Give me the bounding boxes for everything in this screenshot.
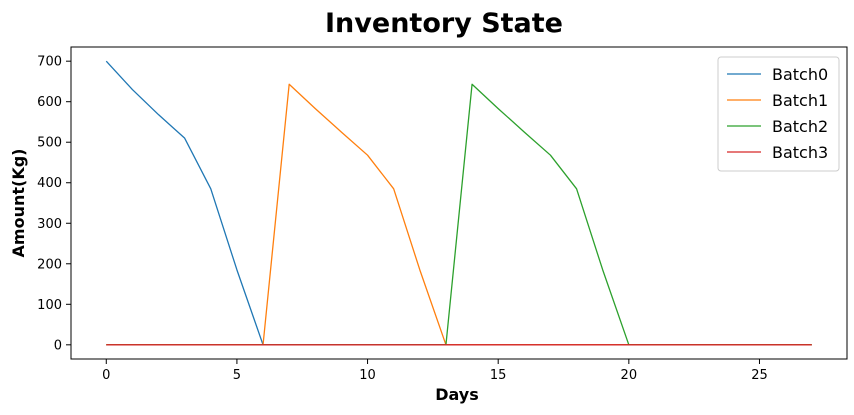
x-tick-label: 25 bbox=[751, 368, 768, 383]
x-tick-label: 20 bbox=[621, 368, 638, 383]
plot-frame bbox=[70, 46, 848, 360]
legend-label: Batch3 bbox=[772, 143, 828, 162]
series-lines bbox=[105, 60, 812, 346]
y-tick-label: 500 bbox=[37, 136, 62, 151]
legend-label: Batch2 bbox=[772, 117, 828, 136]
x-tick-label: 10 bbox=[359, 368, 376, 383]
legend: Batch0 Batch1 Batch2 Batch3 bbox=[717, 56, 840, 172]
y-axis-label: Amount(Kg) bbox=[9, 149, 28, 258]
x-axis-ticks: 0 5 10 15 20 25 bbox=[102, 359, 768, 383]
x-tick-label: 15 bbox=[490, 368, 507, 383]
x-tick-label: 5 bbox=[233, 368, 241, 383]
y-tick-label: 600 bbox=[37, 95, 62, 110]
series-line-batch2 bbox=[106, 83, 812, 346]
y-tick-label: 200 bbox=[37, 257, 62, 272]
chart-title: Inventory State bbox=[325, 8, 563, 39]
y-tick-label: 100 bbox=[37, 298, 62, 313]
legend-label: Batch1 bbox=[772, 91, 828, 110]
y-tick-label: 700 bbox=[37, 55, 62, 70]
y-tick-label: 400 bbox=[37, 176, 62, 191]
y-tick-label: 0 bbox=[54, 338, 62, 353]
series-line-batch0 bbox=[105, 60, 812, 346]
y-axis-ticks: 0 100 200 300 400 500 600 700 bbox=[37, 55, 71, 353]
legend-label: Batch0 bbox=[772, 65, 828, 84]
y-tick-label: 300 bbox=[37, 217, 62, 232]
x-tick-label: 0 bbox=[102, 368, 110, 383]
plot-area: 0 5 10 15 20 25 0 100 200 300 400 500 600 700 bbox=[37, 46, 848, 383]
x-axis-label: Days bbox=[435, 385, 479, 404]
legend-box bbox=[717, 56, 840, 172]
